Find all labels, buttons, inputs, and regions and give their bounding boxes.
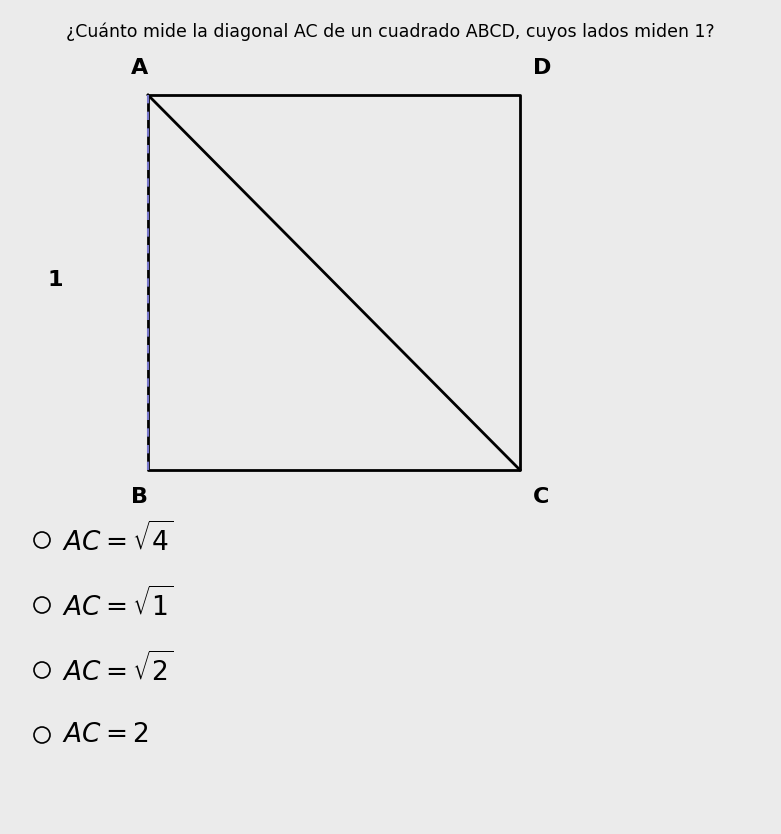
Text: A: A bbox=[130, 58, 148, 78]
Text: $AC=\sqrt{1}$: $AC=\sqrt{1}$ bbox=[62, 588, 173, 622]
Text: $AC=2$: $AC=2$ bbox=[62, 722, 148, 748]
Text: ¿Cuánto mide la diagonal AC de un cuadrado ABCD, cuyos lados miden 1?: ¿Cuánto mide la diagonal AC de un cuadra… bbox=[66, 22, 715, 41]
Text: 1: 1 bbox=[47, 270, 62, 290]
Text: $AC=\sqrt{4}$: $AC=\sqrt{4}$ bbox=[62, 523, 173, 557]
Text: B: B bbox=[131, 487, 148, 507]
Text: D: D bbox=[533, 58, 551, 78]
Text: C: C bbox=[533, 487, 549, 507]
Text: $AC=\sqrt{2}$: $AC=\sqrt{2}$ bbox=[62, 653, 173, 687]
